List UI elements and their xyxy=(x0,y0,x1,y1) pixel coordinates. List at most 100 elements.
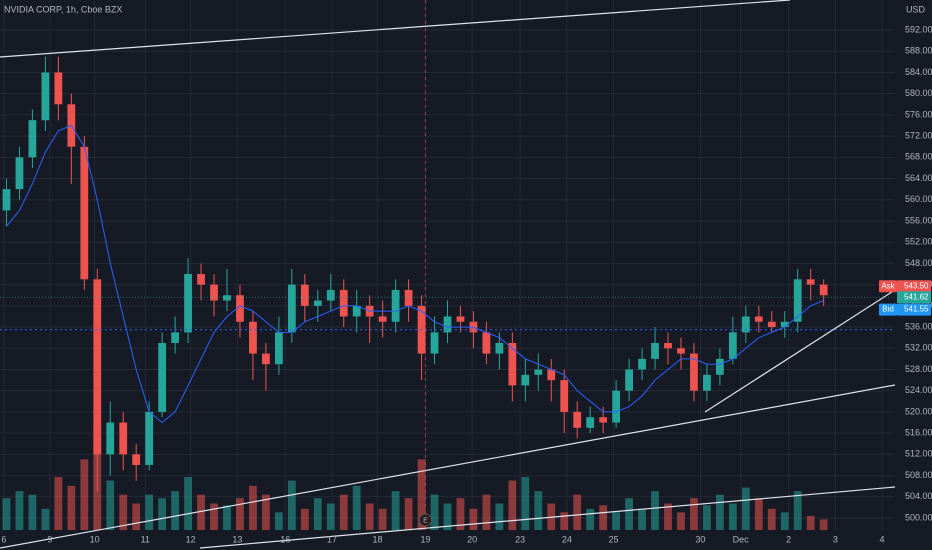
moving-average xyxy=(6,124,824,424)
volume-bar xyxy=(417,459,426,530)
candle-body xyxy=(80,146,89,280)
volume-bar xyxy=(223,505,231,530)
x-tick-label: 19 xyxy=(420,534,430,544)
candle-body xyxy=(819,284,828,296)
candle-body xyxy=(300,284,309,306)
candle-body xyxy=(145,411,154,465)
volume-bar xyxy=(339,494,348,530)
volume-bar xyxy=(352,485,361,530)
volume-bar xyxy=(560,512,569,530)
candle-body xyxy=(754,316,763,322)
y-tick-label: 504.00 xyxy=(905,491,932,501)
bid-price: 541.55 xyxy=(904,305,929,314)
volume-bar xyxy=(521,477,530,530)
volume-bar xyxy=(287,480,296,530)
overlay: E xyxy=(0,0,895,530)
trendlines xyxy=(0,0,896,549)
volume-bar xyxy=(158,498,167,530)
candle-body xyxy=(612,390,621,423)
volume-bar xyxy=(41,508,50,530)
volume-bar xyxy=(378,508,387,530)
candle-body xyxy=(793,279,802,322)
volume-bar xyxy=(664,503,672,530)
candle-body xyxy=(534,369,543,375)
event-label: E xyxy=(423,517,428,524)
x-tick-label: Dec xyxy=(733,534,750,544)
y-tick-label: 552.00 xyxy=(905,237,932,247)
y-tick-label: 536.00 xyxy=(905,321,932,331)
candle-body xyxy=(210,284,218,301)
volume-bar xyxy=(2,498,11,530)
volume-bar xyxy=(145,494,154,530)
x-tick-label: 12 xyxy=(186,534,196,544)
candle-body xyxy=(703,374,711,391)
candle-body xyxy=(638,358,646,370)
axis-labels: 500.00 504.00 508.00 512.00 516.00 520.00 524.… xyxy=(1,24,932,544)
volume-bar xyxy=(326,503,335,530)
candle-body xyxy=(274,332,283,365)
volume-bar xyxy=(767,508,776,530)
y-tick-label: 516.00 xyxy=(905,428,932,438)
candle-body xyxy=(664,342,672,349)
candle-body xyxy=(741,316,750,333)
volume-bar xyxy=(469,508,478,530)
candle-body xyxy=(106,422,115,455)
volume-bar xyxy=(482,494,491,530)
volume-bar xyxy=(15,491,24,530)
candle-body xyxy=(728,332,737,359)
y-tick-label: 580.00 xyxy=(905,88,932,98)
y-tick-label: 556.00 xyxy=(905,215,932,225)
volume-bar xyxy=(638,508,646,530)
bid-name: Bid xyxy=(882,305,894,314)
trendline xyxy=(0,384,896,549)
last-price: 541.62 xyxy=(904,292,929,301)
volume-bar xyxy=(612,512,621,530)
y-tick-label: 528.00 xyxy=(905,364,932,374)
candle-body xyxy=(15,157,24,190)
volume-bar xyxy=(573,494,582,530)
y-tick-label: 572.00 xyxy=(905,130,932,140)
candle-body xyxy=(651,342,659,359)
volume-bar xyxy=(313,498,322,530)
y-tick-label: 592.00 xyxy=(905,24,932,34)
volume-bar xyxy=(534,491,543,530)
volume-bar xyxy=(677,512,685,530)
candle-body xyxy=(716,358,724,375)
x-tick-label: 30 xyxy=(695,534,705,544)
candle-body xyxy=(132,454,141,465)
volume-bar xyxy=(754,498,763,530)
candle-body xyxy=(391,289,400,322)
y-tick-label: 500.00 xyxy=(905,512,932,522)
x-tick-label: 6 xyxy=(1,534,6,544)
volume-bar xyxy=(184,477,192,530)
y-tick-label: 512.00 xyxy=(905,449,932,459)
x-tick-label: 11 xyxy=(141,534,150,544)
y-tick-label: 520.00 xyxy=(905,406,932,416)
volume-bar xyxy=(819,519,828,530)
candle-body xyxy=(586,417,595,428)
volume-bar xyxy=(716,494,724,530)
currency: USD xyxy=(906,4,926,14)
volume-panel xyxy=(2,424,828,530)
trendline xyxy=(704,289,896,413)
volume-bar xyxy=(80,459,89,530)
candle-body xyxy=(2,189,11,211)
candle-body xyxy=(158,342,167,412)
volume-bar xyxy=(703,505,711,530)
candle-body xyxy=(521,374,530,386)
volume-bar xyxy=(443,503,452,530)
volume-bar xyxy=(780,512,789,530)
candle-body xyxy=(54,72,63,105)
ask-price: 543.50 xyxy=(904,281,929,290)
candle-body xyxy=(339,289,348,317)
candle-body xyxy=(806,279,815,285)
candle-body xyxy=(482,332,491,354)
volume-bar xyxy=(430,494,439,530)
ask-name-badge xyxy=(879,280,897,293)
y-tick-label: 584.00 xyxy=(905,67,932,77)
volume-bar xyxy=(210,503,218,530)
volume-bar xyxy=(365,503,374,530)
candle-body xyxy=(313,300,322,306)
volume-bar xyxy=(262,494,270,530)
